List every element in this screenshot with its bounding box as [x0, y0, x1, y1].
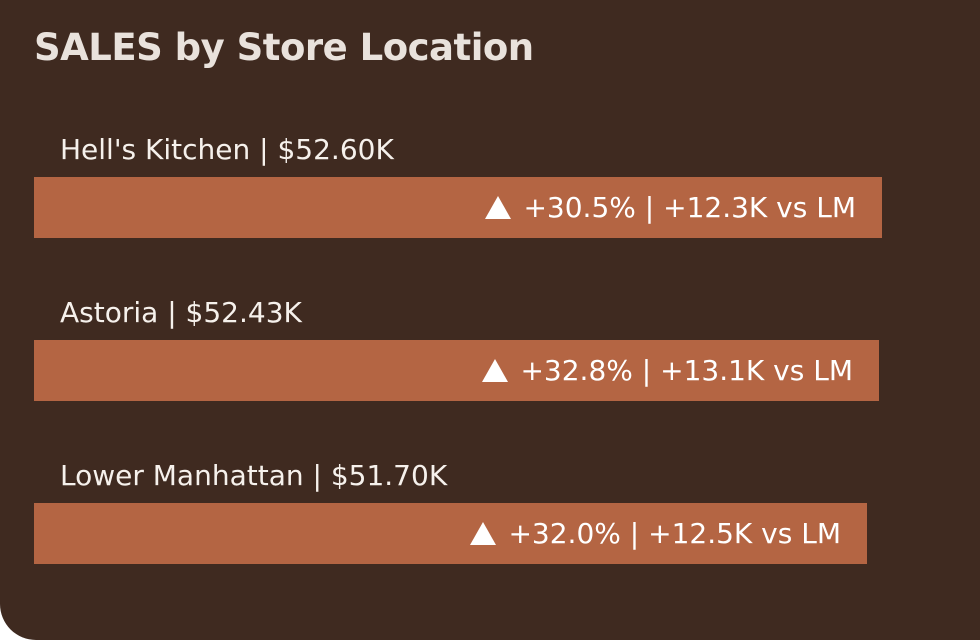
store-label: Hell's Kitchen | $52.60K [60, 133, 394, 166]
bar-change-text: +32.0% | +12.5K vs LM [470, 503, 841, 564]
chart-title: SALES by Store Location [34, 26, 534, 69]
store-label: Lower Manhattan | $51.70K [60, 459, 448, 492]
bar-change-text: +32.8% | +13.1K vs LM [482, 340, 853, 401]
change-label: +32.8% | +13.1K vs LM [520, 354, 853, 387]
store-row: Astoria | $52.43K +32.8% | +13.1K vs LM [34, 292, 882, 402]
triangle-up-icon [482, 359, 509, 382]
store-row: Lower Manhattan | $51.70K +32.0% | +12.5… [34, 455, 882, 565]
change-label: +30.5% | +12.3K vs LM [523, 191, 856, 224]
bar-change-text: +30.5% | +12.3K vs LM [485, 177, 856, 238]
triangle-up-icon [470, 522, 497, 545]
sales-bar[interactable]: +32.8% | +13.1K vs LM [34, 340, 879, 401]
store-row: Hell's Kitchen | $52.60K +30.5% | +12.3K… [34, 129, 882, 239]
sales-bar[interactable]: +32.0% | +12.5K vs LM [34, 503, 867, 564]
change-label: +32.0% | +12.5K vs LM [508, 517, 841, 550]
triangle-up-icon [485, 196, 512, 219]
store-label: Astoria | $52.43K [60, 296, 302, 329]
sales-bar[interactable]: +30.5% | +12.3K vs LM [34, 177, 882, 238]
